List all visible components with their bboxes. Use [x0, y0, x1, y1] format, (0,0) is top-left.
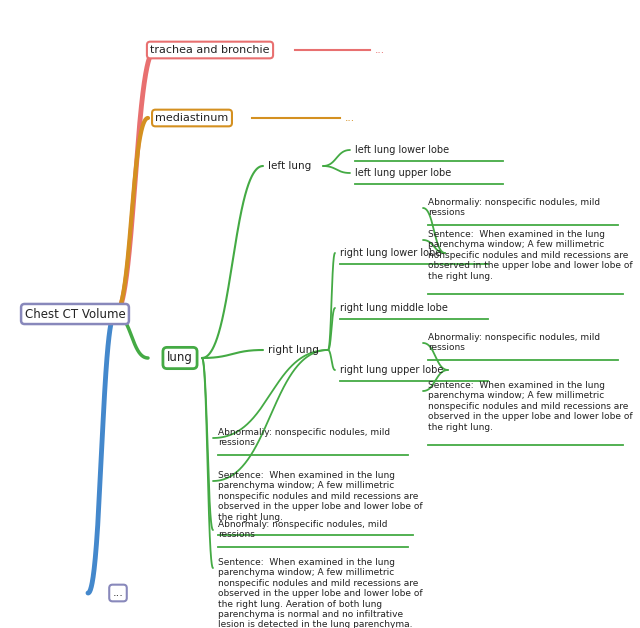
Text: Sentence:  When examined in the lung
parenchyma window; A few millimetric
nonspe: Sentence: When examined in the lung pare…	[428, 230, 632, 281]
Text: Sentence:  When examined in the lung
parenchyma window; A few millimetric
nonspe: Sentence: When examined in the lung pare…	[428, 381, 632, 431]
Text: Sentence:  When examined in the lung
parenchyma window; A few millimetric
nonspe: Sentence: When examined in the lung pare…	[218, 471, 422, 522]
Text: left lung: left lung	[268, 161, 311, 171]
Text: left lung upper lobe: left lung upper lobe	[355, 168, 451, 178]
Text: ...: ...	[345, 113, 355, 123]
Text: Abnormaliy: nonspecific nodules, mild
ressions: Abnormaliy: nonspecific nodules, mild re…	[218, 428, 390, 447]
Text: lung: lung	[167, 352, 193, 364]
Text: ...: ...	[113, 588, 124, 598]
Text: Abnormaliy: nonspecific nodules, mild
ressions: Abnormaliy: nonspecific nodules, mild re…	[428, 198, 600, 217]
Text: Abnormaly: nonspecific nodules, mild
ressions: Abnormaly: nonspecific nodules, mild res…	[218, 520, 387, 539]
Text: left lung lower lobe: left lung lower lobe	[355, 145, 449, 155]
Text: ...: ...	[375, 45, 385, 55]
Text: Sentence:  When examined in the lung
parenchyma window; A few millimetric
nonspe: Sentence: When examined in the lung pare…	[218, 558, 422, 628]
Text: Abnormaliy: nonspecific nodules, mild
ressions: Abnormaliy: nonspecific nodules, mild re…	[428, 333, 600, 352]
Text: right lung: right lung	[268, 345, 319, 355]
Text: Chest CT Volume: Chest CT Volume	[24, 308, 125, 320]
Text: right lung upper lobe: right lung upper lobe	[340, 365, 444, 375]
Text: mediastinum: mediastinum	[156, 113, 228, 123]
Text: right lung lower lobe: right lung lower lobe	[340, 248, 441, 258]
Text: trachea and bronchie: trachea and bronchie	[150, 45, 269, 55]
Text: right lung middle lobe: right lung middle lobe	[340, 303, 448, 313]
